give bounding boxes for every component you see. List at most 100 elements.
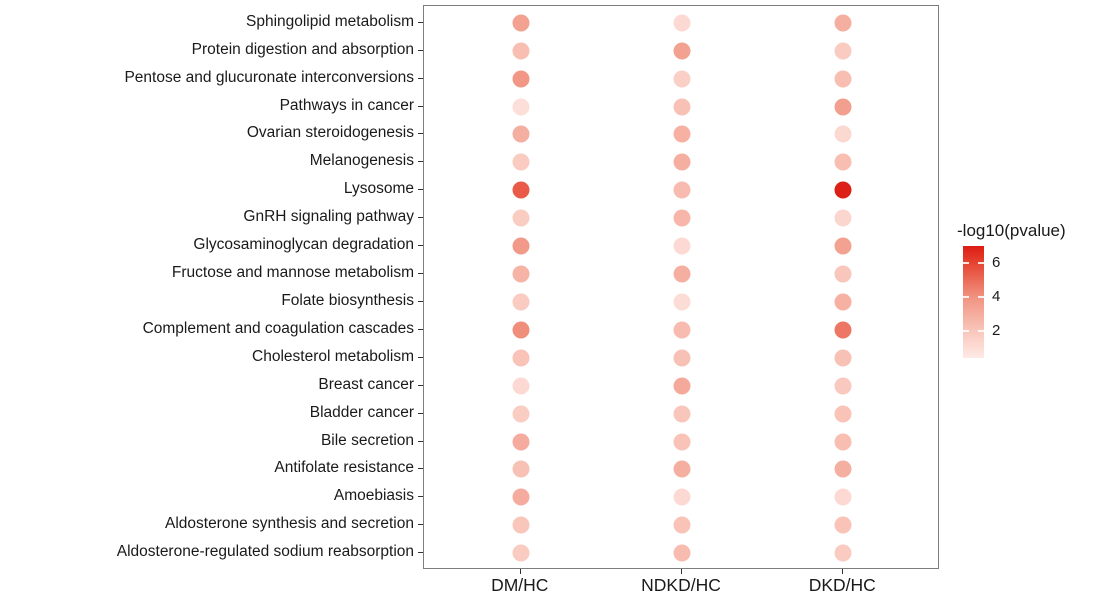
data-point (834, 321, 852, 339)
data-point (673, 181, 691, 199)
y-axis-label: Amoebiasis (333, 487, 414, 505)
legend-tick-mark (978, 261, 984, 264)
data-point (834, 98, 852, 115)
data-point (834, 237, 852, 255)
plot-panel (423, 5, 939, 569)
data-point (512, 181, 530, 199)
legend-tick-mark (978, 329, 984, 332)
legend-tick-mark (963, 261, 969, 264)
y-axis-label: Bile secretion (320, 431, 414, 449)
data-point (834, 125, 852, 143)
y-axis-tick (418, 300, 423, 302)
data-point (834, 70, 852, 88)
data-point (512, 349, 530, 367)
y-axis-label: Antifolate resistance (274, 459, 414, 477)
data-point (834, 377, 852, 395)
data-point (512, 70, 530, 88)
data-point (834, 405, 852, 423)
data-point (673, 349, 691, 367)
data-point (834, 544, 852, 562)
data-point (834, 42, 852, 60)
data-point (673, 98, 691, 115)
y-axis-tick (418, 133, 423, 135)
data-point (673, 544, 691, 562)
legend-tick-mark (963, 329, 969, 332)
y-axis-tick (418, 496, 423, 498)
data-point (673, 321, 691, 339)
data-point (512, 125, 530, 143)
legend-tick-mark (978, 295, 984, 298)
y-axis-tick (418, 77, 423, 79)
y-axis-label: Protein digestion and absorption (191, 40, 414, 58)
y-axis-tick (418, 384, 423, 386)
data-point (512, 237, 530, 255)
y-axis-label: Breast cancer (318, 375, 414, 393)
y-axis-tick (418, 328, 423, 330)
y-axis-label: Sphingolipid metabolism (245, 12, 414, 30)
data-point (512, 433, 530, 451)
y-axis-tick (418, 440, 423, 442)
y-axis-tick (418, 161, 423, 163)
y-axis-tick (418, 552, 423, 554)
data-point (512, 460, 530, 478)
legend-title: -log10(pvalue) (957, 221, 1066, 240)
y-axis-label: Aldosterone-regulated sodium reabsorptio… (116, 543, 414, 561)
y-axis-label: Lysosome (343, 180, 414, 198)
x-axis-label: DM/HC (491, 575, 549, 595)
y-axis-tick (418, 189, 423, 191)
data-point (512, 265, 530, 283)
y-axis-label: GnRH signaling pathway (243, 208, 414, 226)
x-axis-label: NDKD/HC (641, 575, 721, 595)
legend-tick-label: 4 (992, 287, 1001, 305)
data-point (673, 265, 691, 283)
data-point (834, 433, 852, 451)
data-point (512, 98, 530, 115)
y-axis-tick (418, 273, 423, 275)
data-point (673, 516, 691, 534)
legend-tick-label: 2 (992, 321, 1001, 339)
data-point (512, 516, 530, 534)
y-axis-tick (418, 412, 423, 414)
x-axis-tick (681, 569, 682, 574)
data-point (834, 209, 852, 227)
data-point (512, 42, 530, 60)
x-axis-label: DKD/HC (808, 575, 876, 595)
data-point (673, 153, 691, 171)
x-axis-tick (842, 569, 844, 574)
data-point (834, 460, 852, 478)
data-point (512, 544, 530, 562)
data-point (512, 293, 530, 311)
legend-tick-label: 6 (992, 253, 1001, 271)
y-axis-label: Melanogenesis (309, 152, 414, 170)
y-axis-label: Folate biosynthesis (281, 291, 414, 309)
y-axis-label: Glycosaminoglycan degradation (193, 236, 414, 254)
data-point (673, 460, 691, 478)
data-point (834, 181, 852, 199)
x-axis-tick (519, 569, 521, 574)
data-point (512, 377, 530, 395)
data-point (512, 14, 530, 32)
data-point (512, 405, 530, 423)
legend-tick-mark (963, 295, 969, 298)
y-axis-label: Cholesterol metabolism (252, 347, 414, 365)
y-axis-label: Bladder cancer (309, 403, 414, 421)
data-point (673, 125, 691, 143)
data-point (834, 349, 852, 367)
data-point (834, 153, 852, 171)
y-axis-tick (418, 105, 423, 107)
y-axis-tick (418, 49, 423, 51)
data-point (673, 70, 691, 88)
data-point (673, 488, 691, 506)
data-point (673, 433, 691, 451)
data-point (512, 153, 530, 171)
data-point (834, 265, 852, 283)
data-point (512, 488, 530, 506)
data-point (673, 209, 691, 227)
y-axis-tick (418, 217, 423, 219)
data-point (673, 14, 691, 32)
y-axis-tick (418, 245, 423, 247)
data-point (834, 488, 852, 506)
y-axis-label: Ovarian steroidogenesis (246, 124, 414, 142)
y-axis-label: Pentose and glucuronate interconversions (124, 68, 414, 86)
